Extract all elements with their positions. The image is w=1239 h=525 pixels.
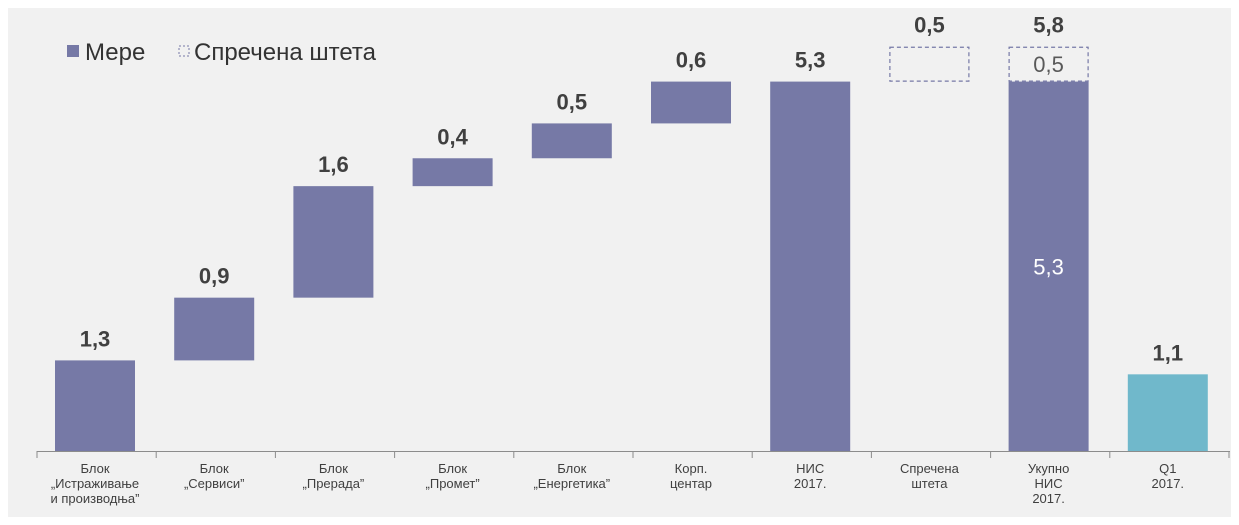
value-label-9: 1,1	[1153, 340, 1184, 365]
category-label-8: Укупно НИС 2017.	[1028, 461, 1069, 506]
category-label-4: Блок „Енергетика”	[533, 461, 610, 491]
category-label-2: Блок „Прерада”	[303, 461, 365, 491]
category-label-line: Блок	[200, 461, 229, 476]
category-label-9: Q1 2017.	[1152, 461, 1185, 491]
bar-9	[1127, 374, 1208, 451]
value-label-2: 1,6	[318, 152, 349, 177]
bar-1	[174, 297, 255, 361]
category-label-line: Блок	[557, 461, 586, 476]
legend-label-measures: Мере	[85, 39, 145, 66]
category-label-line: НИС	[796, 461, 824, 476]
category-label-line: штета	[911, 476, 948, 491]
bar-7	[889, 46, 970, 82]
category-label-line: центар	[670, 476, 712, 491]
bar-3	[412, 158, 493, 187]
category-label-7: Спречена штета	[900, 461, 960, 491]
category-label-line: Блок	[80, 461, 109, 476]
value-label-5: 0,6	[676, 48, 707, 73]
category-label-line: Q1	[1159, 461, 1176, 476]
bar-5	[651, 81, 731, 124]
value-label-0: 1,3	[80, 326, 111, 351]
legend-swatch-dashed	[178, 45, 190, 57]
category-label-line: „Сервиси”	[184, 476, 244, 491]
category-label-line: НИС	[1035, 476, 1063, 491]
category-label-1: Блок „Сервиси”	[184, 461, 244, 491]
category-label-line: 2017.	[1152, 476, 1185, 491]
inner-label-8-0: 5,3	[1033, 254, 1064, 279]
category-label-line: „Прерада”	[303, 476, 365, 491]
legend-swatch-solid	[67, 45, 79, 57]
waterfall-chart: Мере Спречена штета 1,3 0,9 1,6 0,4 0,5 0,6 5,3 0…	[36, 13, 1230, 506]
bar-6	[770, 81, 851, 451]
category-label-line: Блок	[438, 461, 467, 476]
value-label-8: 5,8	[1033, 13, 1064, 38]
value-label-7: 0,5	[914, 13, 945, 38]
bar-2	[293, 186, 374, 298]
category-label-line: Спречена	[900, 461, 960, 476]
value-label-6: 5,3	[795, 48, 826, 73]
category-label-0: Блок „Истраживање и производња”	[50, 461, 139, 506]
bar-segment-8-0	[1008, 81, 1089, 451]
chart-frame: Мере Спречена штета 1,3 0,9 1,6 0,4 0,5 0,6 5,3 0…	[8, 8, 1231, 517]
category-label-6: НИС 2017.	[794, 461, 827, 491]
category-label-3: Блок „Промет”	[426, 461, 480, 491]
bar-4	[531, 123, 612, 159]
category-label-line: 2017.	[1032, 491, 1065, 506]
value-label-4: 0,5	[557, 89, 588, 114]
category-label-line: „Истраживање	[51, 476, 139, 491]
category-label-line: Блок	[319, 461, 348, 476]
bar-0	[55, 360, 135, 451]
value-label-1: 0,9	[199, 264, 230, 289]
category-label-5: Корп. центар	[670, 461, 712, 491]
category-label-line: 2017.	[794, 476, 827, 491]
category-label-line: „Промет”	[426, 476, 480, 491]
category-label-line: „Енергетика”	[533, 476, 610, 491]
category-label-line: и производња”	[50, 491, 139, 506]
value-label-3: 0,4	[437, 124, 468, 149]
legend-label-prevented-damage: Спречена штета	[194, 39, 377, 66]
category-label-line: Укупно	[1028, 461, 1069, 476]
inner-label-8-1: 0,5	[1033, 52, 1064, 77]
category-label-line: Корп.	[675, 461, 708, 476]
